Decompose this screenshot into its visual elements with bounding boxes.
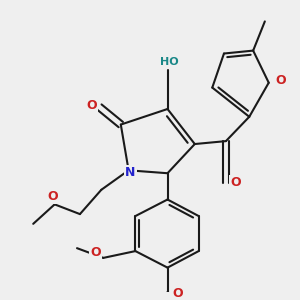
Text: O: O — [275, 74, 286, 87]
Text: O: O — [90, 246, 101, 259]
Text: O: O — [172, 287, 183, 300]
Text: HO: HO — [160, 57, 179, 67]
Text: O: O — [47, 190, 58, 203]
Text: O: O — [86, 99, 97, 112]
Text: N: N — [125, 166, 136, 179]
Text: O: O — [230, 176, 241, 190]
